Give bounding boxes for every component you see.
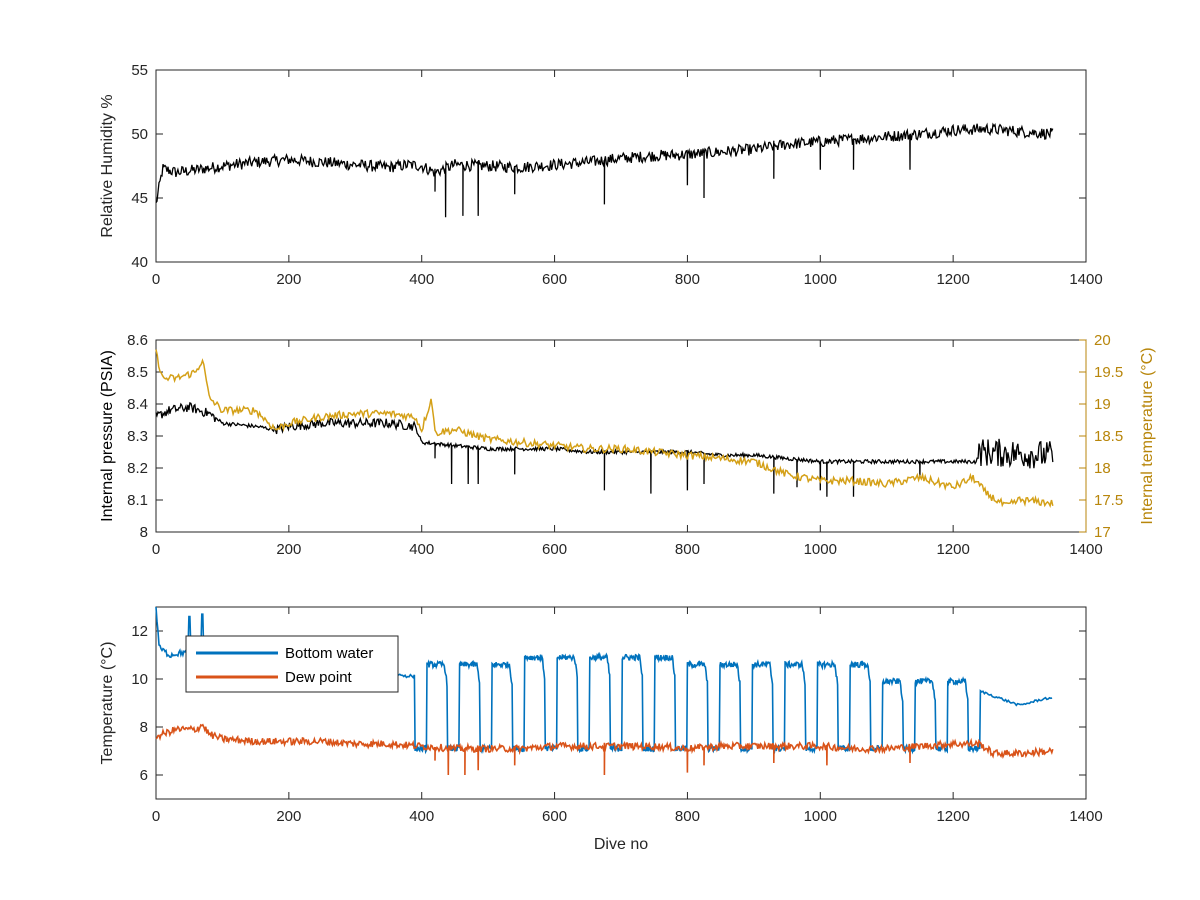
x-tick-label: 200 <box>276 808 301 825</box>
x-tick-label: 0 <box>152 541 160 558</box>
x-tick-label: 1200 <box>936 808 969 825</box>
y2-tick-label: 20 <box>1094 332 1111 349</box>
y2-tick-label: 17 <box>1094 524 1111 541</box>
y-tick-label: 8 <box>140 524 148 541</box>
x-tick-label: 400 <box>409 271 434 288</box>
x-tick-label: 1400 <box>1069 271 1102 288</box>
y-tick-label: 8 <box>140 719 148 736</box>
y-axis-title: Internal pressure (PSIA) <box>99 350 116 522</box>
x-tick-label: 1400 <box>1069 541 1102 558</box>
y-tick-label: 8.5 <box>127 364 148 381</box>
internal-pressure-temperature-chart: 0 200 400 600 800 1000 1200 1400 8 8.1 8.2 8.3 8.4 8.… <box>99 332 1156 558</box>
y2-tick-label: 19.5 <box>1094 364 1123 381</box>
y-axis-title: Relative Humidity % <box>99 94 116 237</box>
x-tick-label: 800 <box>675 541 700 558</box>
x-tick-label: 400 <box>409 808 434 825</box>
x-tick-label: 1000 <box>804 541 837 558</box>
relative-humidity-line <box>155 122 1054 218</box>
y-tick-label: 6 <box>140 767 148 784</box>
x-tick-label: 800 <box>675 808 700 825</box>
internal-pressure-line <box>155 401 1054 497</box>
y-tick-label: 45 <box>131 190 148 207</box>
temperature-chart: 0 200 400 600 800 1000 1200 1400 6 8 10 12 Temperatu… <box>99 606 1103 853</box>
y-tick-label: 50 <box>131 126 148 143</box>
legend: Bottom water Dew point <box>185 635 399 693</box>
legend-box <box>185 635 399 693</box>
y2-tick-label: 18.5 <box>1094 428 1123 445</box>
x-tick-label: 1000 <box>804 808 837 825</box>
legend-label-dew-point: Dew point <box>285 669 353 686</box>
dew-point-line <box>155 723 1054 776</box>
y-tick-label: 12 <box>131 623 148 640</box>
plot-area-frame <box>155 69 1087 263</box>
x-tick-label: 1400 <box>1069 808 1102 825</box>
x-tick-label: 600 <box>542 808 567 825</box>
x-tick-label: 200 <box>276 541 301 558</box>
y-tick-label: 8.1 <box>127 492 148 509</box>
x-tick-label: 1200 <box>936 271 969 288</box>
plot-area-frame <box>155 606 1087 800</box>
y-tick-label: 8.6 <box>127 332 148 349</box>
x-tick-label: 600 <box>542 271 567 288</box>
y-tick-label: 8.4 <box>127 396 148 413</box>
y2-tick-label: 18 <box>1094 460 1111 477</box>
x-tick-label: 0 <box>152 271 160 288</box>
y-tick-label: 8.3 <box>127 428 148 445</box>
x-axis-title: Dive no <box>594 836 648 853</box>
x-tick-label: 800 <box>675 271 700 288</box>
internal-temperature-line <box>155 349 1054 508</box>
y-tick-label: 8.2 <box>127 460 148 477</box>
relative-humidity-chart: 0 200 400 600 800 1000 1200 1400 40 45 50 55 Relativ… <box>99 62 1103 288</box>
x-tick-label: 0 <box>152 808 160 825</box>
x-tick-label: 400 <box>409 541 434 558</box>
x-tick-label: 1200 <box>936 541 969 558</box>
y-tick-label: 55 <box>131 62 148 79</box>
x-tick-label: 1000 <box>804 271 837 288</box>
y2-tick-label: 17.5 <box>1094 492 1123 509</box>
y2-tick-label: 19 <box>1094 396 1111 413</box>
y2-axis-title: Internal temperature (°C) <box>1139 347 1156 524</box>
plot-area-frame <box>155 339 1087 533</box>
legend-label-bottom-water: Bottom water <box>285 645 373 662</box>
x-tick-label: 200 <box>276 271 301 288</box>
x-tick-label: 600 <box>542 541 567 558</box>
y-tick-label: 40 <box>131 254 148 271</box>
y-tick-label: 10 <box>131 671 148 688</box>
y-axis-title: Temperature (°C) <box>99 642 116 765</box>
